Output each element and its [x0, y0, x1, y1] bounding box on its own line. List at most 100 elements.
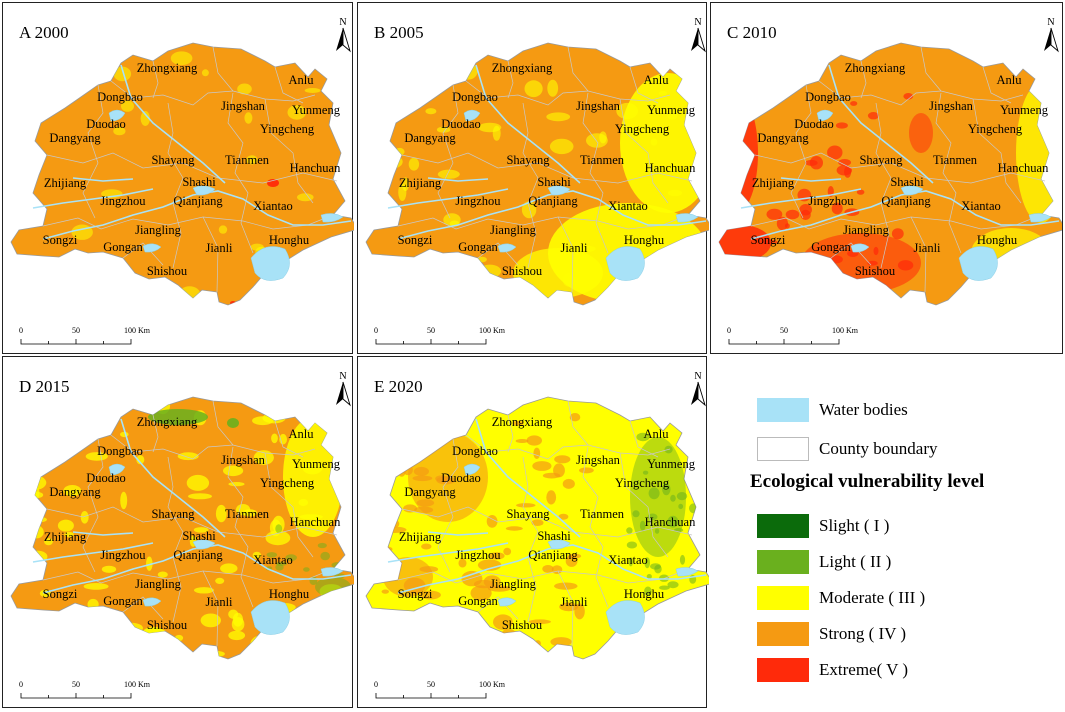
place-label: Yunmeng	[1000, 103, 1049, 117]
river	[72, 531, 134, 536]
place-label: Jianli	[560, 241, 588, 255]
north-arrow-icon: N	[1044, 17, 1059, 53]
place-label: Shashi	[182, 175, 216, 189]
place-label: Dongbao	[97, 444, 143, 458]
place-label: Honghu	[269, 587, 310, 601]
place-label: Yingcheng	[968, 122, 1023, 136]
place-label: Jingshan	[576, 453, 621, 467]
lake	[250, 246, 290, 281]
place-label: Zhongxiang	[845, 61, 906, 75]
county-boundary	[910, 216, 927, 293]
place-label: Qianjiang	[528, 194, 578, 208]
county-boundary	[437, 84, 459, 219]
lake	[675, 213, 699, 223]
county-boundary	[152, 414, 159, 453]
map-panel-3: Zhongxiang Anlu Dongbao Jingshan Yunmeng Ying…	[710, 2, 1063, 354]
place-label: Jianli	[913, 241, 941, 255]
place-label: Anlu	[644, 73, 670, 87]
county-boundary	[860, 60, 867, 99]
legend-level-3: Moderate ( III )	[757, 586, 925, 610]
place-label: Anlu	[289, 427, 315, 441]
place-label: Hanchuan	[998, 161, 1049, 175]
place-label: Zhongxiang	[492, 61, 553, 75]
county-boundary	[619, 452, 669, 558]
place-label: Yunmeng	[647, 103, 696, 117]
place-label: Zhijiang	[399, 176, 442, 190]
scale-tick-label: 100 Km	[479, 326, 506, 335]
place-label: Hanchuan	[290, 515, 341, 529]
scale-tick-label: 100 Km	[124, 326, 151, 335]
panel-title: C 2010	[727, 23, 777, 42]
place-label: Duodao	[441, 471, 481, 485]
place-label: Hanchuan	[645, 161, 696, 175]
place-label: Hanchuan	[645, 515, 696, 529]
place-label: Jingzhou	[808, 194, 854, 208]
map-panel-2: Zhongxiang Anlu Dongbao Jingshan Yunmeng Ying…	[357, 2, 709, 354]
north-arrow-icon: N	[691, 17, 706, 53]
place-label: Shashi	[537, 529, 571, 543]
place-label: Zhongxiang	[137, 415, 198, 429]
place-label: Xiantao	[608, 199, 648, 213]
county-boundary	[920, 46, 942, 92]
scale-tick-label: 0	[19, 680, 23, 689]
scale-tick-label: 100 Km	[124, 680, 151, 689]
lake	[850, 243, 870, 253]
place-label: Zhijiang	[44, 530, 87, 544]
place-label: Zhongxiang	[492, 415, 553, 429]
place-label: Jiangling	[490, 223, 537, 237]
lake	[605, 246, 645, 281]
county-boundary	[110, 434, 316, 460]
place-label: Jingshan	[221, 99, 266, 113]
county-boundary	[227, 446, 254, 608]
place-label: Jiangling	[135, 223, 182, 237]
north-label: N	[339, 371, 346, 382]
place-label: Shashi	[890, 175, 924, 189]
legend-level-4: Strong ( IV )	[757, 622, 906, 646]
place-label: Dangyang	[404, 131, 456, 145]
map-panel-5: Zhongxiang Anlu Dongbao Jingshan Yunmeng Ying…	[357, 356, 709, 708]
north-label: N	[694, 17, 701, 28]
county-boundary	[567, 46, 589, 92]
lake	[463, 109, 481, 122]
north-arrow-icon: N	[336, 371, 351, 407]
place-label: Yingcheng	[260, 476, 315, 490]
legend-boundary-label: County boundary	[819, 439, 938, 458]
place-label: Xiantao	[253, 199, 293, 213]
county-boundary	[401, 506, 693, 538]
county-boundary	[212, 46, 234, 92]
county-boundary	[122, 596, 164, 620]
panel-title: A 2000	[19, 23, 69, 42]
place-label: Anlu	[997, 73, 1023, 87]
county-boundary	[754, 152, 1046, 184]
place-label: Songzi	[398, 233, 433, 247]
place-label: Anlu	[289, 73, 315, 87]
place-label: Shayang	[151, 153, 195, 167]
lake	[1028, 213, 1052, 223]
place-label: Duodao	[86, 471, 126, 485]
county-boundary	[274, 66, 304, 104]
place-label: Jingzhou	[455, 194, 501, 208]
lake	[463, 463, 481, 476]
county-boundary	[790, 84, 812, 219]
scale-tick-label: 100 Km	[832, 326, 859, 335]
county-boundary	[42, 214, 334, 230]
level-swatch	[757, 658, 809, 682]
river	[780, 177, 842, 182]
county-boundary	[465, 80, 671, 106]
place-label: Dongbao	[452, 444, 498, 458]
place-label: Songzi	[398, 587, 433, 601]
place-label: Shishou	[502, 264, 543, 278]
place-label: Jingzhou	[100, 194, 146, 208]
scale-bar: 0 50 100 Km	[19, 326, 151, 345]
panel-title: B 2005	[374, 23, 424, 42]
scale-bar: 0 50 100 Km	[374, 326, 506, 345]
county-boundary	[875, 102, 892, 269]
county-boundary	[227, 92, 254, 254]
river	[32, 542, 154, 563]
county-boundary	[982, 66, 1012, 104]
panel-title: E 2020	[374, 377, 423, 396]
map-panel-1: Zhongxiang Anlu Dongbao Jingshan Yunmeng Ying…	[2, 2, 354, 354]
north-arrow-icon: N	[336, 17, 351, 53]
place-label: Jianli	[560, 595, 588, 609]
county-boundary	[42, 568, 334, 584]
